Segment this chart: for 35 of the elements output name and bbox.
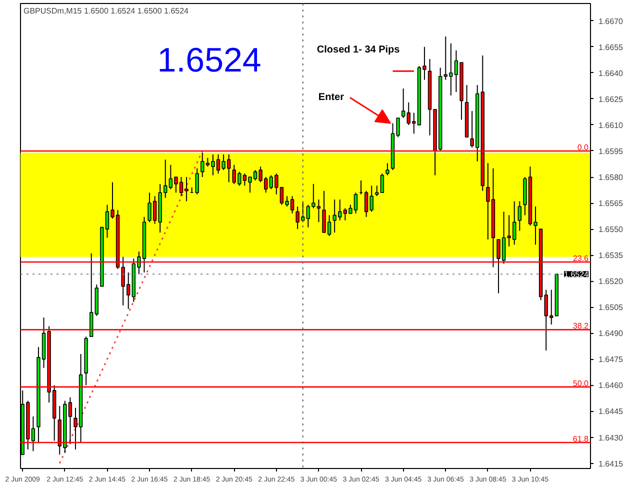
y-tick-label: 1.6610 — [598, 120, 624, 130]
annotation: 1.6524 — [157, 41, 262, 80]
y-tick-label: 1.6670 — [598, 16, 624, 26]
y-tick-label: 1.6505 — [598, 303, 624, 312]
y-tick-label: 1.6625 — [598, 94, 624, 104]
y-tick-label: 1.6415 — [598, 459, 624, 468]
chart-title: GBPUSDm,M15 1.6500 1.6524 1.6500 1.6524 — [24, 6, 190, 16]
y-tick-label: 1.6445 — [598, 407, 624, 416]
y-tick-label: 1.6550 — [598, 225, 624, 234]
y-tick-label: 1.6640 — [598, 68, 624, 78]
y-tick-label: 1.6475 — [598, 355, 624, 364]
annotation: Enter — [318, 92, 344, 104]
candlestick — [200, 152, 204, 178]
y-tick-label: 1.6460 — [598, 381, 624, 390]
y-tick-label: 1.6535 — [598, 251, 624, 260]
candlestick — [375, 185, 379, 197]
candlestick — [518, 200, 522, 232]
annotation: 50.0 — [572, 378, 590, 388]
y-tick-label: 1.6595 — [598, 146, 624, 156]
candlestick — [386, 162, 390, 176]
y-tick-label: 1.6565 — [598, 199, 624, 208]
ref-line-label: 1.6524 — [564, 270, 590, 280]
candlestick — [195, 168, 199, 195]
y-tick-label: 1.6580 — [598, 173, 624, 182]
annotation: 38.2 — [572, 322, 590, 331]
candlestick — [306, 204, 310, 228]
annotation: 61.8 — [572, 434, 590, 444]
annotation: 0.0 — [577, 142, 590, 152]
y-tick-label: 1.6490 — [598, 329, 624, 338]
y-tick-label: 1.6430 — [598, 433, 624, 442]
y-tick-label: 1.6520 — [598, 277, 624, 286]
candlestick — [401, 88, 406, 119]
annotation: Closed 1- 34 Pips — [316, 44, 400, 56]
y-tick-label: 1.6655 — [598, 42, 624, 52]
candlestick — [380, 173, 384, 194]
